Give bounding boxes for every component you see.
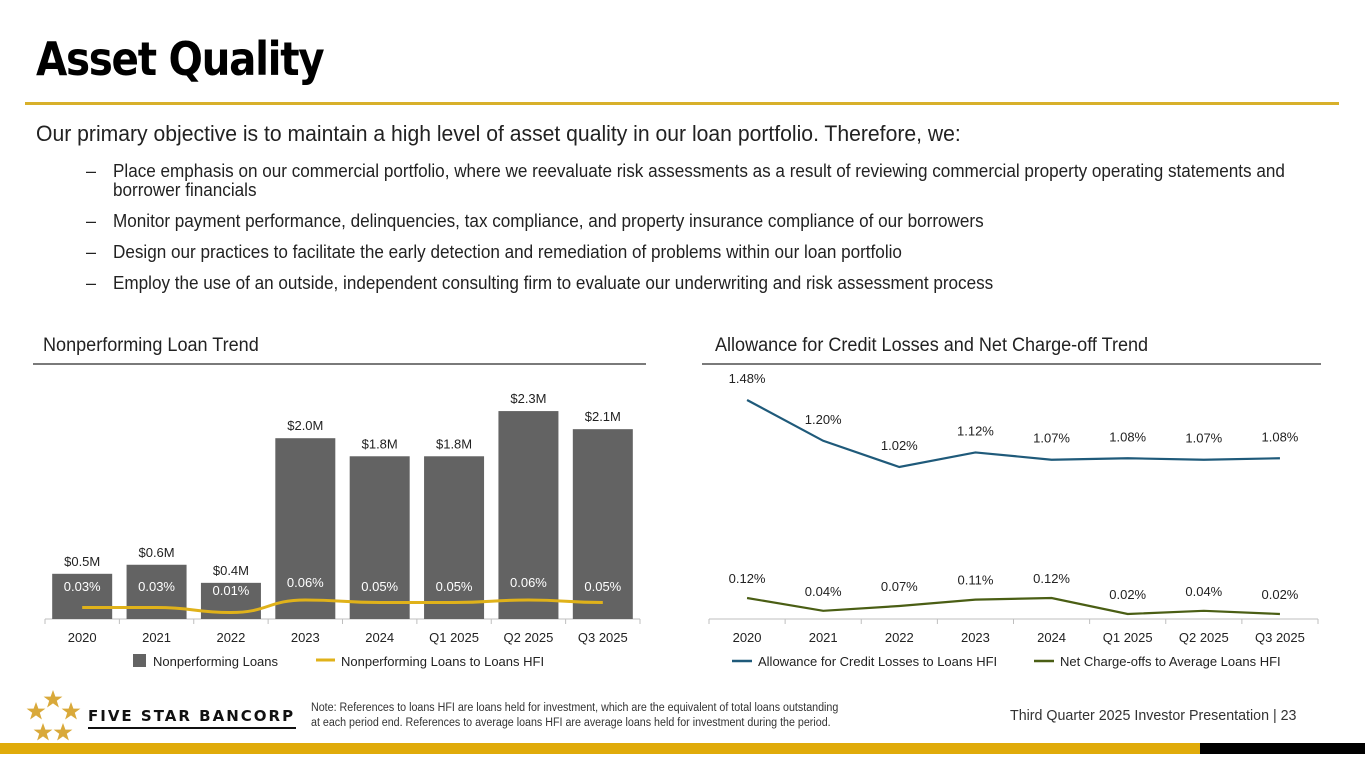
footer-note: Note: References to loans HFI are loans …	[311, 702, 839, 729]
logo-underline	[88, 727, 296, 729]
npl-ratio-line	[82, 598, 603, 615]
acl-data-label: 1.02%	[881, 438, 918, 453]
title-divider	[25, 102, 1339, 105]
x-tick-label: Q1 2025	[429, 630, 479, 645]
x-tick-label: Q2 2025	[1179, 630, 1229, 645]
legend-label: Net Charge-offs to Average Loans HFI	[1060, 654, 1281, 669]
nco-data-label: 0.07%	[881, 579, 918, 594]
footer-gold-bar	[0, 743, 1200, 754]
x-tick-label: 2020	[68, 630, 97, 645]
acl-data-label: 1.08%	[1262, 429, 1299, 444]
intro-text: Our primary objective is to maintain a h…	[36, 121, 961, 146]
x-tick-label: 2024	[365, 630, 394, 645]
acl-line	[746, 399, 1280, 469]
x-tick-label: Q1 2025	[1103, 630, 1153, 645]
npl-ratio-label: 0.05%	[584, 579, 621, 594]
nco-data-label: 0.12%	[729, 571, 766, 586]
npl-bar	[52, 573, 113, 619]
x-tick-label: 2023	[291, 630, 320, 645]
acl-chart-divider	[702, 363, 1321, 365]
x-tick-label: 2024	[1037, 630, 1066, 645]
npl-bar	[126, 564, 187, 619]
npl-bar-value-label: $0.4M	[213, 563, 249, 578]
acl-data-label: 1.20%	[805, 412, 842, 427]
acl-data-label: 1.48%	[729, 371, 766, 386]
star-icon	[53, 723, 73, 741]
npl-bar	[498, 411, 559, 619]
npl-ratio-label: 0.03%	[138, 579, 175, 594]
npl-bar	[424, 456, 485, 619]
company-logo-text: FIVE STAR BANCORP	[88, 707, 296, 725]
acl-data-label: 1.12%	[957, 423, 994, 438]
legend-label: Nonperforming Loans to Loans HFI	[341, 654, 544, 669]
x-tick-label: 2021	[142, 630, 171, 645]
star-icon	[33, 723, 53, 741]
x-tick-label: 2022	[216, 630, 245, 645]
acl-chart-title: Allowance for Credit Losses and Net Char…	[715, 335, 1149, 356]
npl-bar-value-label: $2.0M	[287, 418, 323, 433]
npl-ratio-label: 0.01%	[213, 583, 250, 598]
x-tick-label: Q2 2025	[504, 630, 554, 645]
npl-bar	[349, 456, 410, 619]
bullet-item: – Design our practices to facilitate the …	[86, 242, 902, 262]
legend-label: Nonperforming Loans	[153, 654, 279, 669]
x-tick-label: 2022	[885, 630, 914, 645]
dash-marker: –	[86, 161, 97, 181]
star-icon	[26, 702, 46, 720]
npl-bar	[572, 429, 633, 619]
bullet-item: – Monitor payment performance, delinquenc…	[86, 211, 984, 231]
bullet-item: – Place emphasis on our commercial portfo…	[86, 161, 1285, 200]
x-tick-label: 2021	[809, 630, 838, 645]
nco-data-label: 0.04%	[1185, 584, 1222, 599]
nco-data-label: 0.02%	[1109, 587, 1146, 602]
nco-data-label: 0.02%	[1262, 587, 1299, 602]
npl-bar-value-label: $0.5M	[64, 554, 100, 569]
bullet-list: – Place emphasis on our commercial portfo…	[86, 162, 1326, 305]
legend-label: Allowance for Credit Losses to Loans HFI	[758, 654, 997, 669]
footer-black-bar	[1200, 743, 1365, 754]
npl-ratio-label: 0.05%	[361, 579, 398, 594]
npl-bar-value-label: $1.8M	[362, 436, 398, 451]
npl-chart-divider	[33, 363, 646, 365]
npl-bar-value-label: $0.6M	[138, 545, 174, 560]
nco-data-label: 0.12%	[1033, 571, 1070, 586]
npl-ratio-label: 0.05%	[436, 579, 473, 594]
npl-bar-value-label: $2.1M	[585, 409, 621, 424]
acl-data-label: 1.07%	[1033, 431, 1070, 446]
nco-data-label: 0.04%	[805, 584, 842, 599]
dash-marker: –	[86, 273, 97, 293]
x-tick-label: Q3 2025	[1255, 630, 1305, 645]
x-tick-label: 2020	[733, 630, 762, 645]
nco-data-label: 0.11%	[957, 573, 993, 588]
npl-chart-title: Nonperforming Loan Trend	[43, 335, 259, 356]
star-icon	[43, 690, 63, 708]
npl-ratio-label: 0.03%	[64, 579, 101, 594]
dash-marker: –	[86, 211, 97, 231]
npl-ratio-label: 0.06%	[510, 575, 547, 590]
nco-line	[746, 596, 1280, 616]
acl-data-label: 1.08%	[1109, 429, 1146, 444]
presentation-page-label: Third Quarter 2025 Investor Presentation…	[1010, 707, 1297, 724]
x-tick-label: 2023	[961, 630, 990, 645]
npl-ratio-label: 0.06%	[287, 575, 324, 590]
five-star-logo-icon	[26, 690, 81, 741]
x-tick-label: Q3 2025	[578, 630, 628, 645]
npl-bar	[275, 438, 336, 619]
npl-bar-value-label: $2.3M	[510, 391, 546, 406]
npl-bar-value-label: $1.8M	[436, 436, 472, 451]
star-icon	[61, 702, 81, 720]
dash-marker: –	[86, 242, 97, 262]
acl-chart: 1.48% 0.12% 2020 1.20% 0.04% 2021 1.02% 0.07% 20…	[708, 371, 1319, 669]
acl-data-label: 1.07%	[1185, 431, 1222, 446]
npl-chart: $0.5M 0.03% 2020 $0.6M 0.03% 2021 $0.4M 0.01% 20…	[44, 391, 641, 669]
slide-title: Asset Quality	[36, 32, 325, 86]
bullet-item: – Employ the use of an outside, independe…	[86, 273, 994, 293]
legend-swatch-bar	[133, 654, 146, 667]
